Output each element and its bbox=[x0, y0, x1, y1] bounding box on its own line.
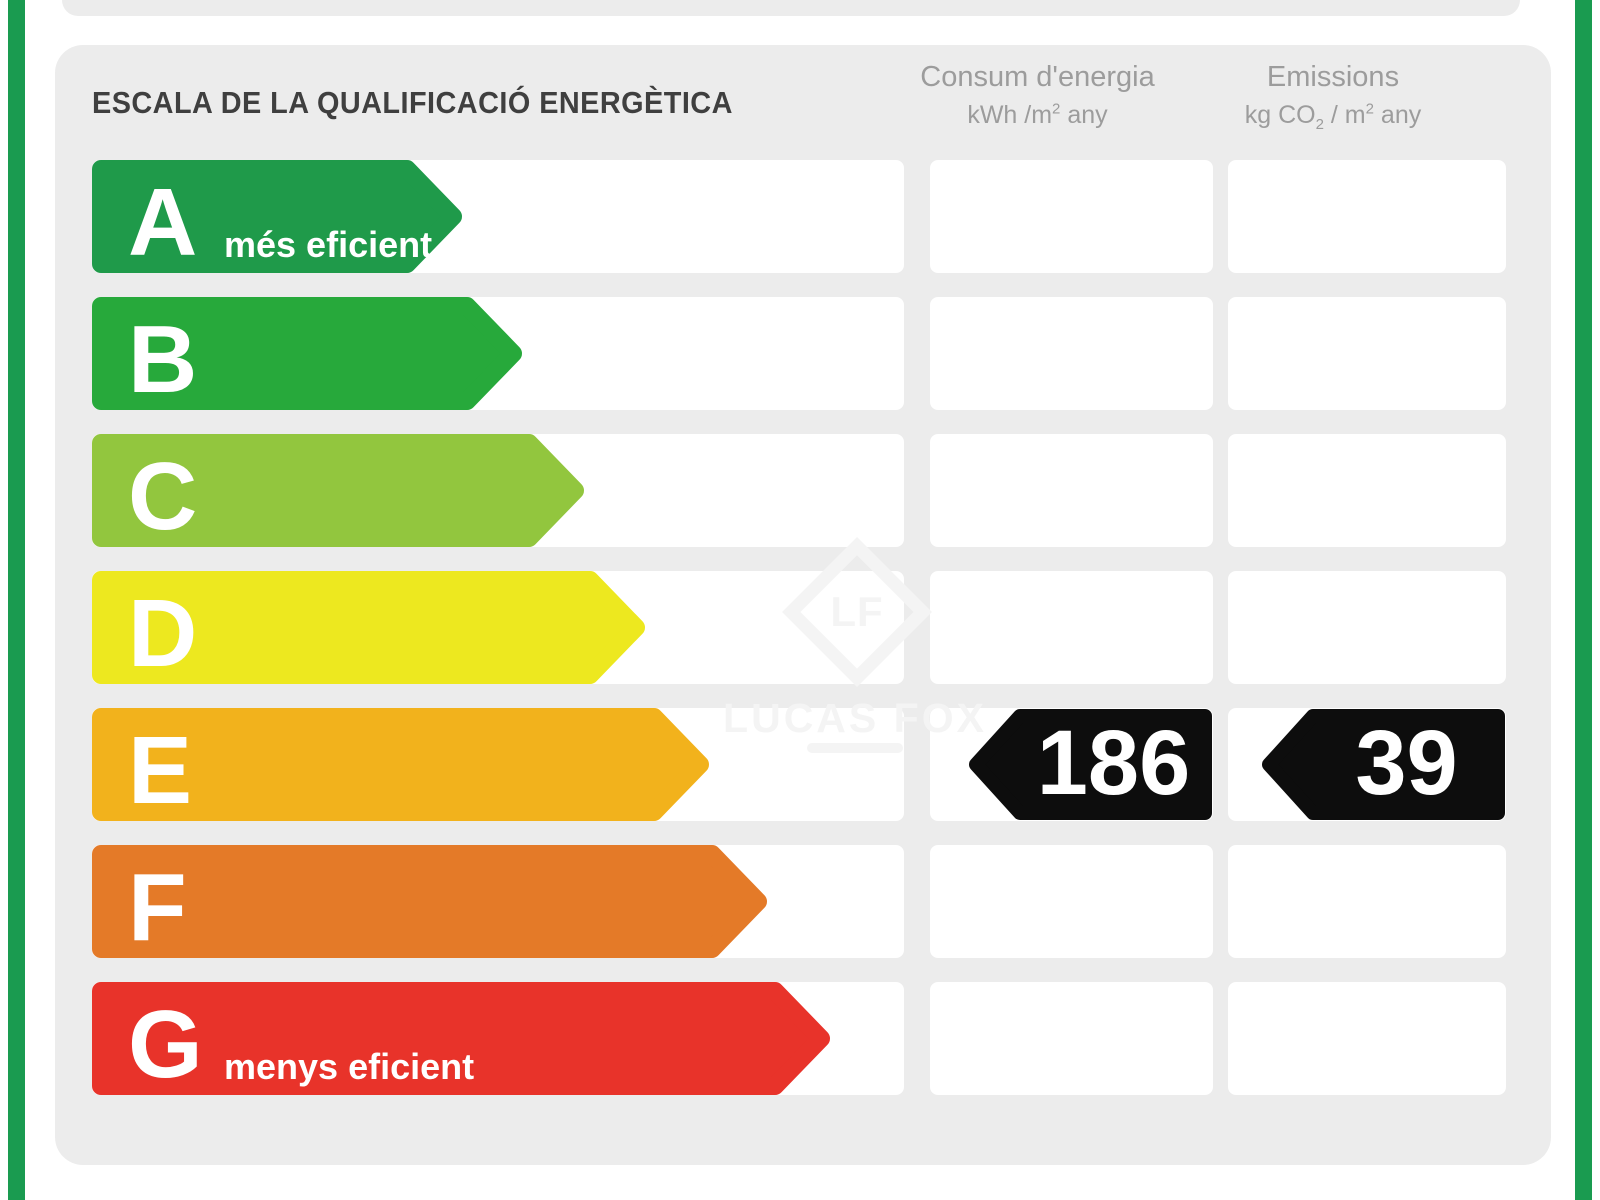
rating-bar-arrow bbox=[92, 160, 462, 273]
consumption-header-label: Consum d'energia bbox=[920, 61, 1155, 93]
efficiency-label: menys eficient bbox=[224, 1046, 475, 1087]
grade-letter: C bbox=[128, 443, 198, 550]
rating-bar-arrow bbox=[92, 434, 584, 547]
scale-row-f: F bbox=[55, 845, 1551, 958]
grade-letter: F bbox=[128, 854, 187, 961]
emissions-value: 39 bbox=[1355, 712, 1458, 814]
scale-row-d: D bbox=[55, 571, 1551, 684]
scale-row-a: A més eficient bbox=[55, 160, 1551, 273]
emissions-cell bbox=[1228, 845, 1506, 958]
emissions-cell bbox=[1228, 434, 1506, 547]
scale-row-c: C bbox=[55, 434, 1551, 547]
badge-arrow-left-icon bbox=[1262, 709, 1505, 820]
consumption-value-badge: 186 bbox=[968, 708, 1213, 821]
badge-arrow-left-icon bbox=[969, 709, 1212, 820]
emissions-value-badge: 39 bbox=[1261, 708, 1506, 821]
consumption-column-header: Consum d'energia kWh /m2 any bbox=[896, 59, 1179, 132]
emissions-cell bbox=[1228, 982, 1506, 1095]
emissions-column-header: Emissions kg CO2 / m2 any bbox=[1194, 59, 1472, 135]
scale-cell: D bbox=[92, 571, 904, 684]
scale-cell: E bbox=[92, 708, 904, 821]
grade-letter: G bbox=[128, 991, 203, 1098]
grade-letter: D bbox=[128, 580, 198, 687]
scale-row-g: G menys eficient bbox=[55, 982, 1551, 1095]
grade-letter: E bbox=[128, 717, 193, 824]
energy-scale-panel: ESCALA DE LA QUALIFICACIÓ ENERGÈTICA Con… bbox=[55, 45, 1551, 1165]
frame-stripe-right bbox=[1575, 0, 1592, 1200]
consumption-cell bbox=[930, 571, 1213, 684]
scale-cell: F bbox=[92, 845, 904, 958]
consumption-cell bbox=[930, 160, 1213, 273]
scale-cell: G menys eficient bbox=[92, 982, 904, 1095]
emissions-header-unit: kg CO2 / m2 any bbox=[1244, 100, 1422, 134]
scale-row-b: B bbox=[55, 297, 1551, 410]
consumption-cell bbox=[930, 434, 1213, 547]
consumption-cell: 186 bbox=[930, 708, 1213, 821]
efficiency-label: més eficient bbox=[224, 224, 433, 265]
emissions-cell bbox=[1228, 160, 1506, 273]
consumption-cell bbox=[930, 845, 1213, 958]
rating-bar-arrow bbox=[92, 297, 522, 410]
consumption-header-unit: kWh /m2 any bbox=[967, 100, 1108, 130]
frame-stripe-left bbox=[8, 0, 25, 1200]
grade-letter: B bbox=[128, 306, 198, 413]
rating-bar-arrow bbox=[92, 571, 645, 684]
consumption-value: 186 bbox=[1036, 712, 1191, 814]
emissions-cell bbox=[1228, 571, 1506, 684]
consumption-cell bbox=[930, 297, 1213, 410]
scale-title: ESCALA DE LA QUALIFICACIÓ ENERGÈTICA bbox=[92, 85, 733, 120]
scale-cell: A més eficient bbox=[92, 160, 904, 273]
emissions-cell: 39 bbox=[1228, 708, 1506, 821]
rating-bar-arrow bbox=[92, 708, 709, 821]
consumption-cell bbox=[930, 982, 1213, 1095]
rating-bar-arrow bbox=[92, 982, 830, 1095]
scale-row-e: E 186 39 bbox=[55, 708, 1551, 821]
emissions-header-label: Emissions bbox=[1266, 61, 1400, 93]
scale-cell: C bbox=[92, 434, 904, 547]
rating-bar-arrow bbox=[92, 845, 767, 958]
top-panel-remnant bbox=[62, 0, 1520, 16]
emissions-cell bbox=[1228, 297, 1506, 410]
scale-cell: B bbox=[92, 297, 904, 410]
grade-letter: A bbox=[128, 169, 198, 276]
